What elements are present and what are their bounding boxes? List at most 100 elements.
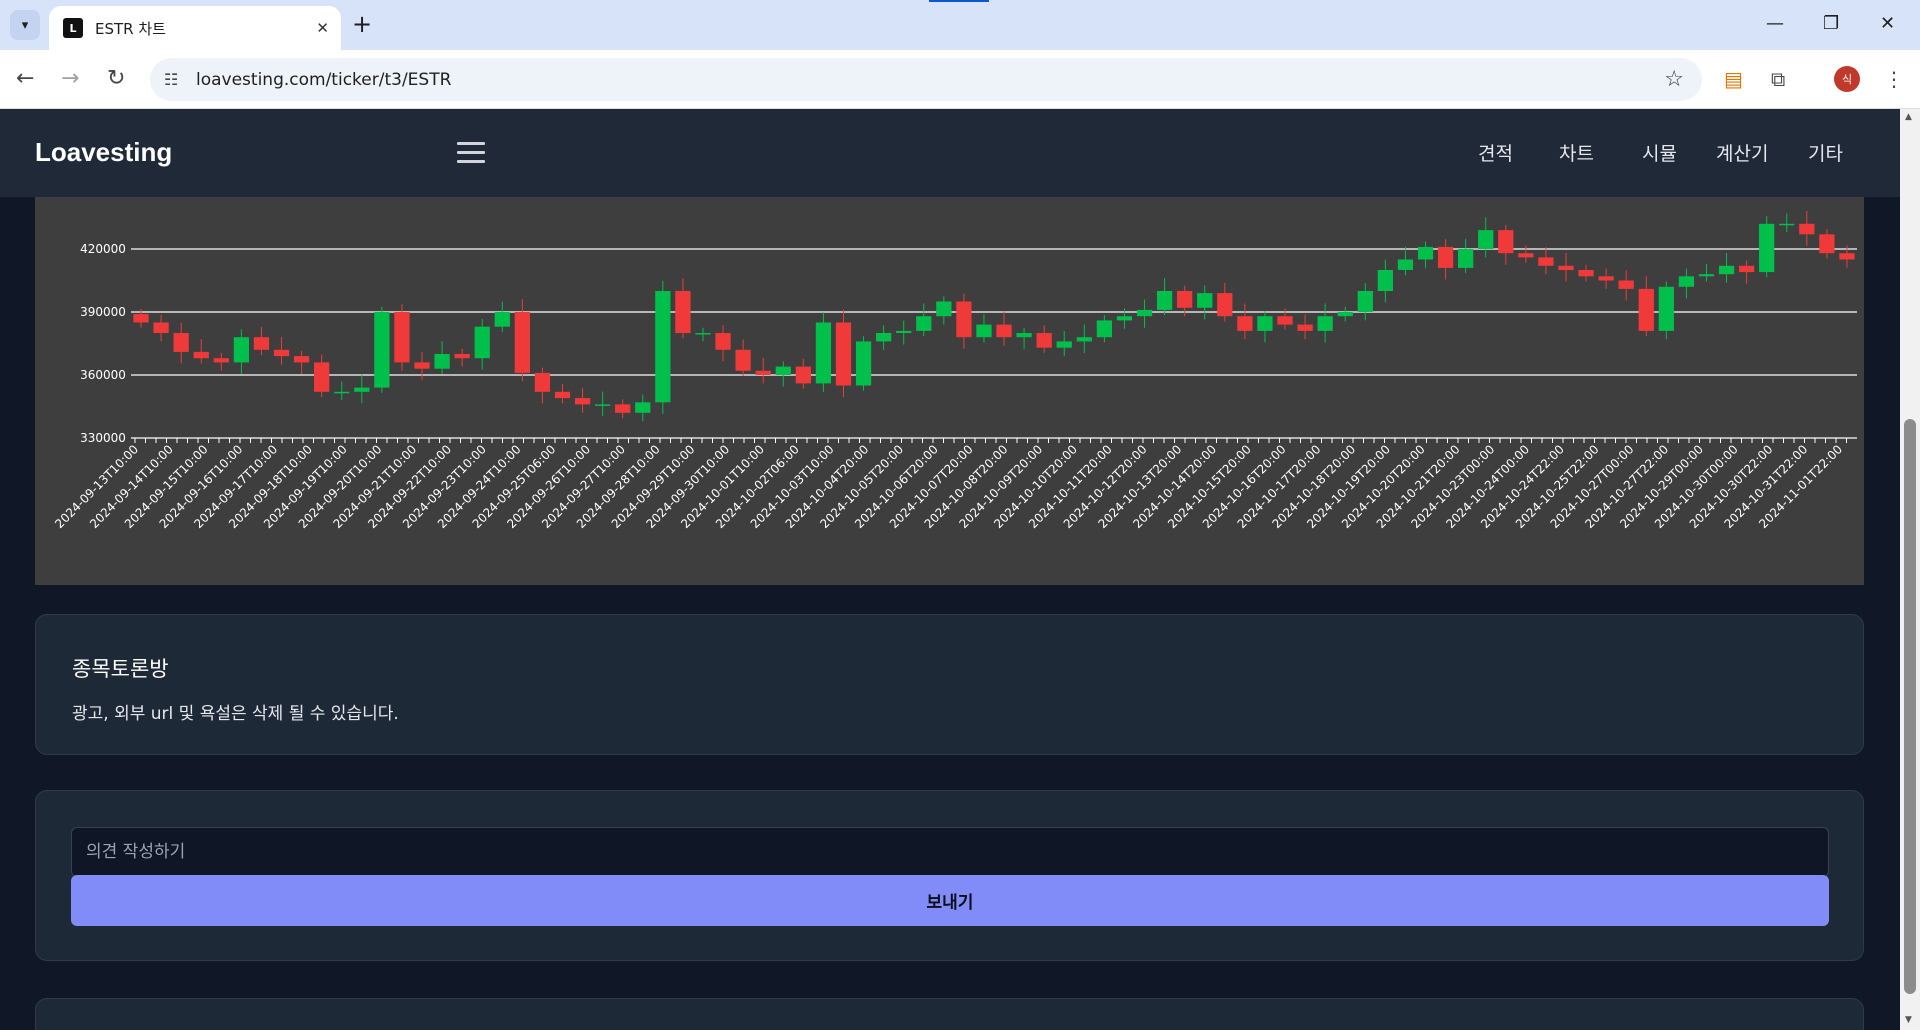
candlestick-chart-svg[interactable]: 3300003600003900004200002024-09-13T10:00…: [35, 197, 1864, 585]
new-tab-plus-icon[interactable]: +: [352, 10, 373, 38]
candle-body: [534, 372, 551, 392]
candle-body: [936, 301, 952, 317]
candle-body: [1759, 223, 1775, 273]
candle-body: [554, 391, 571, 399]
window-close-icon[interactable]: ✕: [1880, 13, 1896, 34]
forward-arrow-icon[interactable]: →: [61, 66, 80, 91]
hamburger-menu-icon[interactable]: [457, 142, 485, 164]
candle-body: [1377, 270, 1393, 291]
candle-body: [695, 333, 711, 335]
nav-link-sim[interactable]: 시뮬: [1642, 143, 1677, 165]
candle-body: [1478, 230, 1494, 249]
candle-body: [1237, 316, 1253, 331]
send-button[interactable]: 보내기: [71, 875, 1829, 926]
site-info-icon[interactable]: ☷: [164, 70, 179, 89]
candle-body: [213, 358, 229, 363]
price-chart[interactable]: 330000 360000 390000 420000 2024-09-13T10:00…: [35, 197, 1864, 585]
candle-body: [916, 316, 932, 331]
candle-body: [1578, 270, 1594, 277]
extension-puzzle-icon[interactable]: ▤: [1724, 67, 1743, 91]
tab-loading-indicator: [929, 0, 989, 2]
forum-title: 종목토론방: [72, 657, 169, 681]
candle-body: [1016, 333, 1032, 338]
nav-link-estimate[interactable]: 견적: [1478, 143, 1513, 165]
candle-body: [875, 333, 892, 342]
browser-tab[interactable]: L ESTR 차트 ✕: [49, 6, 341, 50]
scroll-thumb[interactable]: [1904, 419, 1916, 994]
candle-body: [454, 354, 470, 359]
minimize-icon[interactable]: —: [1766, 13, 1784, 34]
nav-link-calculator[interactable]: 계산기: [1716, 143, 1769, 165]
forum-notice: 광고, 외부 url 및 욕설은 삭제 될 수 있습니다.: [72, 704, 399, 724]
candle-body: [795, 366, 811, 384]
candle-body: [1839, 253, 1855, 260]
candle-body: [514, 312, 530, 373]
browser-menu-icon[interactable]: ⋮: [1884, 67, 1904, 91]
candle-body: [133, 314, 149, 323]
brand-logo[interactable]: Loavesting: [35, 137, 173, 167]
candle-body: [1598, 276, 1614, 281]
page-scrollbar[interactable]: ▲ ▼: [1900, 109, 1920, 1030]
bookmark-star-icon[interactable]: ☆: [1664, 67, 1684, 92]
candle-body: [635, 402, 651, 413]
candle-body: [996, 324, 1012, 338]
candle-body: [1177, 291, 1193, 308]
candle-body: [1738, 265, 1755, 273]
candle-body: [273, 349, 290, 357]
candle-body: [434, 354, 450, 369]
candle-body: [1116, 316, 1133, 321]
candle-body: [1678, 276, 1695, 287]
candle-body: [394, 312, 410, 363]
site-favicon-icon: L: [63, 18, 83, 38]
scroll-up-icon[interactable]: ▲: [1905, 112, 1912, 122]
y-tick-label: 360000: [80, 368, 126, 382]
restore-icon[interactable]: ❐: [1823, 13, 1840, 34]
candle-body: [1036, 333, 1052, 348]
tab-close-icon[interactable]: ✕: [316, 19, 329, 37]
scroll-down-icon[interactable]: ▼: [1905, 1015, 1912, 1025]
reload-icon[interactable]: ↻: [107, 66, 126, 91]
candle-body: [675, 291, 691, 333]
candle-body: [956, 301, 972, 338]
y-tick-label: 330000: [80, 431, 126, 445]
comment-list-card: [35, 998, 1864, 1030]
browser-toolbar: ← → ↻ ☷ loavesting.com/ticker/t3/ESTR ☆ …: [0, 50, 1920, 109]
candle-body: [374, 312, 390, 388]
candle-body: [1779, 223, 1795, 226]
address-bar[interactable]: ☷ loavesting.com/ticker/t3/ESTR ☆: [150, 58, 1702, 101]
forum-card: 종목토론방 광고, 외부 url 및 욕설은 삭제 될 수 있습니다.: [35, 614, 1864, 755]
candle-body: [414, 362, 430, 369]
candle-body: [1136, 309, 1153, 317]
candle-body: [1337, 312, 1353, 317]
candle-body: [835, 322, 852, 386]
candle-body: [855, 341, 872, 386]
candle-body: [896, 330, 912, 333]
candle-body: [1458, 249, 1474, 268]
extensions-icon[interactable]: ⧉: [1771, 67, 1786, 91]
candle-body: [735, 349, 751, 371]
browser-tab-strip: ▾ L ESTR 차트 ✕ + — ❐ ✕: [0, 0, 1920, 50]
candle-body: [1056, 341, 1072, 348]
comment-input[interactable]: [71, 827, 1829, 877]
nav-link-chart[interactable]: 차트: [1559, 143, 1594, 165]
candle-body: [314, 362, 330, 392]
page-viewport: Loavesting 견적 차트 시뮬 계산기 기타 330000 360000 3…: [0, 109, 1900, 1030]
url-text[interactable]: loavesting.com/ticker/t3/ESTR: [196, 69, 452, 90]
candle-body: [574, 398, 591, 405]
candle-body: [1197, 293, 1213, 308]
y-tick-label: 390000: [80, 305, 126, 319]
candle-body: [775, 366, 791, 375]
candle-body: [1317, 316, 1333, 331]
candle-body: [1618, 280, 1634, 289]
candle-body: [1799, 223, 1815, 235]
candle-body: [334, 391, 350, 394]
profile-avatar[interactable]: 식: [1834, 66, 1860, 92]
candle-body: [1638, 288, 1654, 331]
candle-body: [1538, 257, 1554, 266]
candle-body: [615, 404, 631, 413]
back-arrow-icon[interactable]: ←: [16, 66, 35, 91]
candle-body: [1698, 274, 1715, 277]
comment-form-card: 보내기: [35, 790, 1864, 961]
nav-link-etc[interactable]: 기타: [1808, 143, 1843, 165]
tab-search-chevron-icon[interactable]: ▾: [10, 10, 40, 40]
